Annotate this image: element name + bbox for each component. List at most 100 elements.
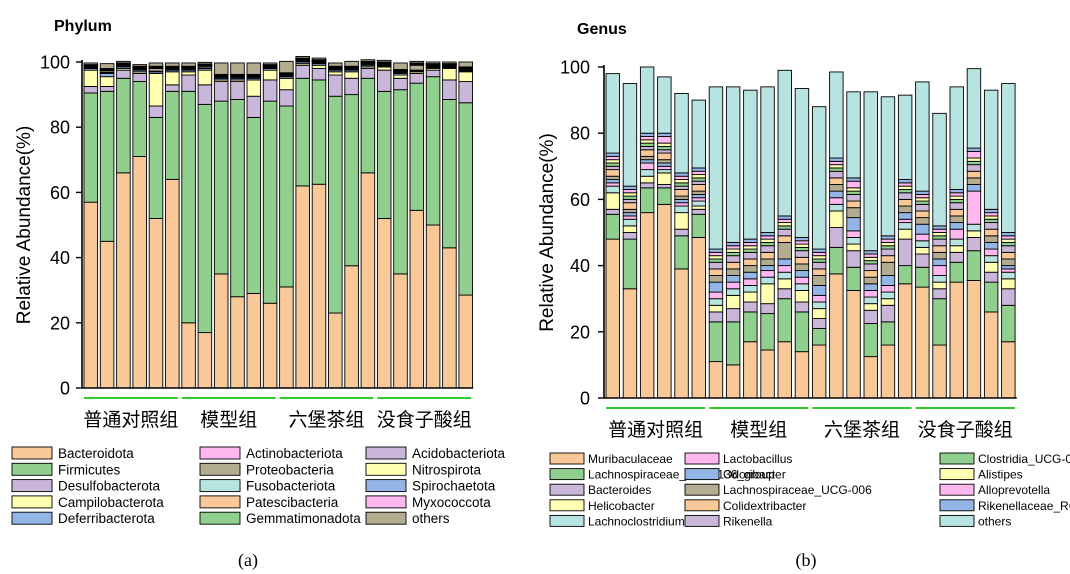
bar-segment <box>376 59 392 63</box>
bar-segment <box>829 203 844 212</box>
bar-segment <box>425 76 441 226</box>
legend-item: Gemmatimonadota <box>199 511 361 526</box>
bar-segment <box>949 261 964 283</box>
group-label: 模型组 <box>730 419 787 441</box>
bar-segment <box>760 270 775 278</box>
bar-segment <box>116 77 131 174</box>
legend-swatch <box>11 495 53 509</box>
bar-segment <box>983 248 999 257</box>
legend-swatch <box>684 483 720 496</box>
bar-segment <box>760 235 775 240</box>
bar-segment <box>639 136 655 141</box>
bar-11 <box>777 69 792 399</box>
bar-segment <box>846 289 861 399</box>
bar-segment <box>897 94 913 180</box>
legend-item: Spirochaetota <box>365 479 496 494</box>
bar-segment <box>777 265 792 273</box>
bar-segment <box>863 289 878 298</box>
bar-segment <box>674 205 689 214</box>
bar-segment <box>657 142 672 147</box>
bar-segment <box>148 72 164 107</box>
bar-segment <box>622 288 638 399</box>
bar-segment <box>880 255 896 263</box>
bar-segment <box>846 243 861 252</box>
bar-segment <box>983 255 999 263</box>
bar-segment <box>880 96 896 237</box>
bar-segment <box>674 175 689 180</box>
bar-segment <box>605 165 620 171</box>
bar-segment <box>743 238 758 243</box>
bar-segment <box>657 203 672 399</box>
bar-segment <box>811 255 827 260</box>
bar-segment <box>966 157 982 162</box>
legend-label: Colidextribacter <box>723 499 806 513</box>
bar-segment <box>829 157 844 162</box>
bar-segment <box>657 145 672 151</box>
bar-segment <box>725 261 741 270</box>
bar-segment <box>213 100 229 275</box>
bar-segment <box>376 218 392 389</box>
bar-segment <box>230 81 245 100</box>
bar-segment <box>639 155 655 161</box>
bar-14 <box>295 56 310 389</box>
bar-segment <box>230 62 245 75</box>
legend-label: Helicobacter <box>588 499 655 513</box>
bar-segment <box>99 76 115 87</box>
legend-swatch <box>365 462 407 476</box>
bar-segment <box>915 233 930 242</box>
bar-segment <box>983 228 999 237</box>
bar-segment <box>393 74 408 79</box>
bar-segment <box>829 246 844 275</box>
bar-segment <box>915 190 930 195</box>
y-tick-label: 60 <box>50 183 70 203</box>
bar-segment <box>328 62 343 67</box>
legend-swatch <box>365 511 407 525</box>
bar-segment <box>1001 278 1016 290</box>
bar-segment <box>846 193 861 202</box>
bar-segment <box>915 210 930 219</box>
bar-segment <box>605 179 620 184</box>
legend-item: Alistipes <box>939 468 1023 482</box>
bar-segment <box>743 311 758 343</box>
bar-segment <box>639 145 655 151</box>
bar-segment <box>605 159 620 164</box>
bar-segment <box>880 298 896 306</box>
legend-swatch <box>199 446 241 460</box>
bar-segment <box>674 228 689 237</box>
legend-swatch <box>684 452 720 465</box>
bar-segment <box>897 205 913 214</box>
legend-swatch <box>939 468 975 481</box>
bar-segment <box>691 177 706 182</box>
panel-caption: (a) <box>238 550 258 571</box>
bar-segment <box>846 180 861 189</box>
bar-segment <box>794 289 810 303</box>
bar-segment <box>360 59 376 62</box>
bar-20 <box>932 112 947 399</box>
bar-segment <box>846 190 861 195</box>
bar-segment <box>897 212 913 220</box>
bar-9 <box>213 62 229 389</box>
bar-segment <box>966 280 982 399</box>
legend-label: Rikenella <box>723 514 773 528</box>
legend-item: Lactobacillus <box>684 452 792 466</box>
bar-segment <box>811 261 827 270</box>
bar-segment <box>99 85 115 92</box>
bar-17 <box>344 60 359 389</box>
bar-segment <box>197 332 213 389</box>
legend-item: Rikenella <box>684 514 773 528</box>
bar-segment <box>932 232 947 237</box>
bar-segment <box>829 273 844 399</box>
bar-segment <box>880 248 896 257</box>
bar-16 <box>328 62 343 389</box>
bar-segment <box>1001 265 1016 270</box>
bar-segment <box>863 256 878 262</box>
bar-segment <box>966 160 982 166</box>
bar-22 <box>425 61 441 389</box>
bar-segment <box>657 149 672 154</box>
bar-segment <box>949 189 964 194</box>
bar-segment <box>622 238 638 290</box>
bar-segment <box>932 298 947 346</box>
bar-22 <box>966 68 982 399</box>
bar-4 <box>657 76 672 399</box>
bar-segment <box>983 222 999 230</box>
